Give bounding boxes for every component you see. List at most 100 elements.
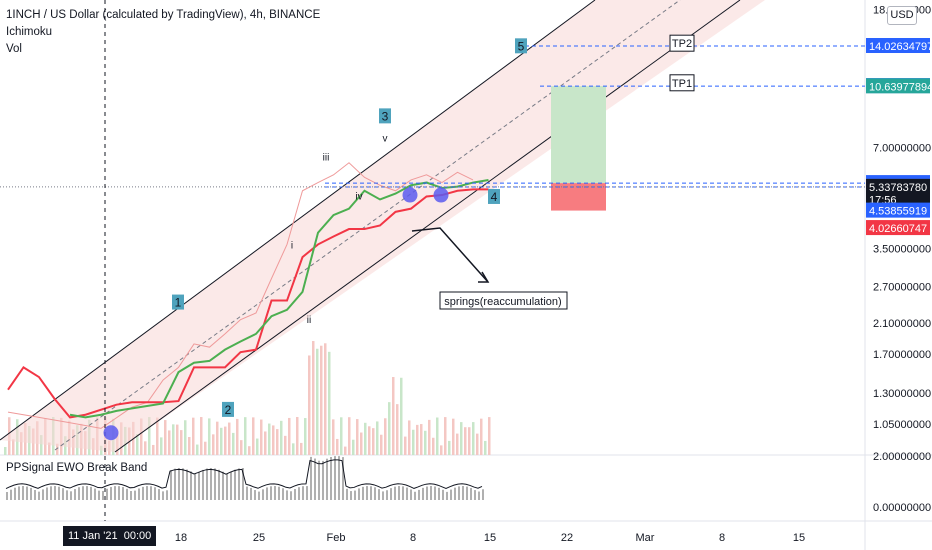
ewo-bar [394, 486, 396, 500]
ewo-bar [58, 486, 60, 500]
ewo-bar [166, 490, 168, 500]
ewo-bar [30, 487, 32, 500]
channel-lower-line[interactable] [114, 0, 741, 453]
price-badge-label[interactable]: 5.33783780 [869, 182, 927, 194]
wave-label-5[interactable]: 5 [518, 39, 525, 53]
ewo-bar [142, 486, 144, 500]
spring-marker[interactable] [103, 425, 119, 441]
volume-bar [200, 417, 203, 455]
ewo-bar [150, 486, 152, 500]
volume-bar [420, 424, 423, 455]
springs-label-box[interactable] [439, 291, 568, 310]
volume-bar [192, 417, 195, 455]
volume-bar [196, 444, 199, 455]
price-badge[interactable] [866, 78, 930, 94]
volume-bar [236, 418, 239, 455]
ewo-bar [366, 486, 368, 500]
ewo-bar [426, 486, 428, 500]
stop-zone[interactable] [551, 183, 606, 211]
ewo-bar [446, 491, 448, 500]
ewo-bar [310, 456, 312, 500]
subwave-label[interactable]: iv [355, 191, 362, 202]
wave-label-2[interactable]: 2 [225, 403, 232, 417]
ewo-bar [430, 486, 432, 500]
ewo-bar [386, 490, 388, 500]
tp-box[interactable] [669, 34, 695, 52]
springs-arrow[interactable] [411, 227, 489, 283]
springs-arrowhead [478, 271, 490, 283]
ewo-bar [86, 486, 88, 500]
wave-label-3[interactable]: 3 [382, 109, 389, 123]
tp-box[interactable] [669, 74, 695, 92]
ewo-bar [126, 488, 128, 500]
springs-label[interactable]: springs(reaccumulation) [444, 296, 561, 308]
wave-label-4[interactable]: 4 [491, 190, 498, 204]
spring-marker[interactable] [433, 187, 449, 203]
wave-label-box[interactable] [488, 188, 500, 204]
price-badge-label[interactable]: 10.63977894 [869, 81, 932, 93]
price-axis[interactable]: 18.00000007.000000003.500000002.70000000… [866, 5, 932, 514]
currency-badge[interactable]: USD [887, 6, 917, 25]
ewo-bar [450, 489, 452, 500]
volume-bar [364, 422, 367, 455]
subwave-label[interactable]: v [383, 133, 388, 144]
ewo-bar [226, 473, 228, 500]
indicator-ichimoku[interactable]: Ichimoku [6, 26, 53, 38]
ewo-bar [422, 487, 424, 500]
price-badge-label[interactable]: 4.02660747 [869, 223, 927, 235]
price-badge[interactable] [866, 178, 930, 194]
x-tick-label: 22 [561, 532, 573, 544]
volume-bar [260, 419, 263, 455]
price-badge[interactable] [866, 202, 930, 218]
ewo-bar [178, 468, 180, 500]
channel-mid-line[interactable] [54, 0, 681, 451]
overlay-drawings[interactable]: 12345iiiiiiivvTP1TP2springs(reaccumulati… [0, 0, 865, 521]
price-badge[interactable] [866, 38, 930, 54]
ewo-bar [266, 487, 268, 500]
volume-bar [356, 419, 359, 455]
ewo-bar [258, 491, 260, 500]
volume-bar [172, 424, 175, 455]
ewo-bar [122, 487, 124, 500]
wave-label-box[interactable] [222, 401, 234, 417]
price-badge[interactable] [866, 220, 930, 236]
position-zones[interactable] [551, 86, 606, 211]
volume-bar [204, 441, 207, 455]
subwave-label[interactable]: ii [307, 315, 311, 326]
volume-bar [452, 418, 455, 455]
y-tick-label: 1.30000000 [873, 388, 931, 400]
ewo-bar [278, 486, 280, 500]
wave-label-box[interactable] [515, 38, 527, 54]
price-badge-label[interactable]: 4.53855919 [869, 206, 927, 218]
ewo-bar [46, 487, 48, 500]
volume-bar [136, 433, 139, 455]
channel-fill [0, 0, 765, 452]
target-zone[interactable] [551, 86, 606, 184]
ewo-bar [410, 489, 412, 500]
subwave-label[interactable]: i [291, 241, 293, 252]
regression-channel[interactable] [0, 0, 765, 453]
ewo-bar [274, 486, 276, 500]
ewo-bar [470, 488, 472, 500]
volume-bar [292, 443, 295, 455]
price-badge-label[interactable]: 14.02634797 [869, 41, 932, 53]
indicator-volume[interactable]: Vol [6, 43, 22, 55]
time-axis[interactable]: 18 25 Feb 8 15 22 Mar 8 15 [175, 532, 805, 544]
x-tick-label: 8 [410, 532, 416, 544]
volume-bar [412, 429, 415, 455]
ewo-bar [106, 488, 108, 500]
wave-label-box[interactable] [172, 294, 184, 310]
wave-label-box[interactable] [379, 108, 391, 124]
wave-label-1[interactable]: 1 [175, 296, 182, 310]
tp-label-1[interactable]: TP1 [672, 78, 692, 90]
volume-bar [208, 418, 211, 455]
volume-bar [404, 436, 407, 455]
ewo-bar [98, 490, 100, 500]
ewo-indicator-label[interactable]: PPSignal EWO Break Band [6, 462, 148, 474]
spring-marker[interactable] [402, 187, 418, 203]
volume-bar [244, 417, 247, 455]
channel-upper-line[interactable] [0, 0, 596, 441]
tp-label-2[interactable]: TP2 [672, 38, 692, 50]
subwave-label[interactable]: iii [323, 152, 330, 163]
